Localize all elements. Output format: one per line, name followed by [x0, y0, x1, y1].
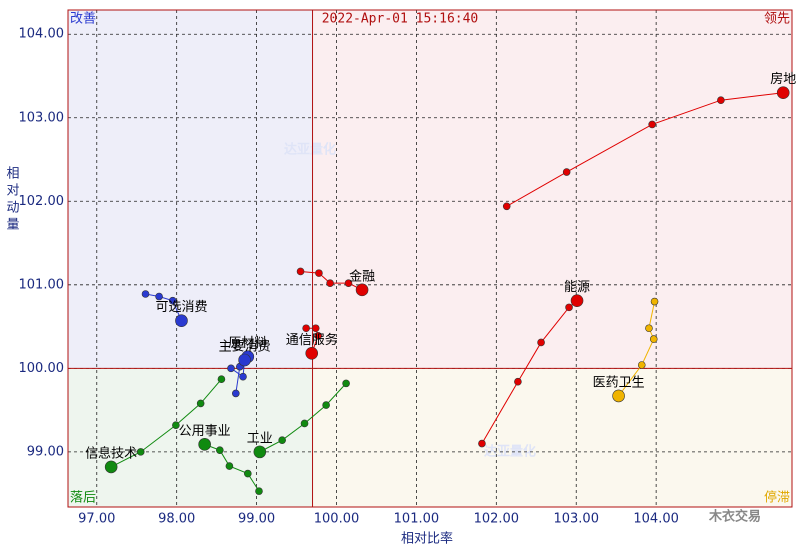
point: [570, 294, 584, 307]
point: [537, 338, 545, 347]
point: [648, 120, 656, 129]
y-axis-label: 相对动量: [4, 166, 20, 234]
point: [168, 296, 177, 305]
quadrant-leading: [312, 10, 792, 369]
point: [326, 279, 334, 287]
trail: [145, 293, 182, 321]
point: [172, 421, 180, 429]
y-tick-label: 100.00: [19, 361, 65, 376]
x-tick-label: 99.00: [238, 512, 275, 527]
point: [717, 96, 725, 105]
x-tick-label: 97.00: [78, 512, 115, 527]
timestamp: 2022-Apr-01 15:16:40: [322, 12, 479, 27]
point: [255, 487, 263, 495]
series-label: 可选消费: [155, 300, 207, 315]
quadrant-improving: [68, 10, 313, 369]
watermark: 达亚量化: [284, 142, 336, 158]
point: [216, 446, 224, 455]
quadrant-label: 领先: [764, 12, 790, 27]
point: [300, 419, 309, 428]
series-label: 信息技术: [85, 445, 137, 461]
point: [238, 353, 251, 367]
y-tick-label: 104.00: [19, 27, 65, 42]
series-label: 金融: [349, 268, 375, 284]
point: [322, 401, 330, 409]
point: [565, 303, 573, 312]
point: [314, 331, 322, 340]
point: [776, 86, 790, 99]
series-label: 通信服务: [286, 332, 338, 348]
point: [355, 283, 369, 297]
series-label: 主要消费: [219, 339, 271, 354]
point: [232, 389, 240, 398]
series-label: 能源: [564, 280, 590, 295]
quadrant-label: 改善: [70, 11, 96, 27]
point: [198, 438, 211, 451]
x-tick-label: 98.00: [158, 512, 195, 527]
quadrant-label: 落后: [70, 491, 96, 506]
point: [296, 267, 305, 276]
point: [225, 462, 234, 470]
x-tick-label: 102.00: [474, 512, 520, 527]
point: [175, 314, 188, 328]
point: [342, 379, 350, 388]
x-tick-label: 100.00: [314, 512, 360, 527]
point: [478, 439, 486, 448]
series-label: 房地: [770, 71, 796, 87]
point: [514, 377, 522, 386]
point: [649, 335, 658, 343]
point: [141, 290, 150, 298]
point: [217, 375, 226, 384]
point: [344, 279, 353, 287]
quadrant-weakening: [312, 368, 792, 507]
y-tick-label: 103.00: [19, 110, 65, 125]
point: [612, 389, 625, 403]
point: [650, 297, 659, 306]
series-label: 公用事业: [179, 424, 231, 439]
series-label: 医药卫生: [593, 375, 645, 390]
point: [155, 292, 163, 301]
x-tick-label: 103.00: [553, 512, 599, 527]
point: [278, 436, 286, 444]
point: [239, 372, 247, 381]
point: [104, 460, 118, 474]
plot-frame: [67, 9, 793, 508]
point: [253, 445, 267, 459]
point: [645, 324, 653, 333]
series-label: 原材料: [228, 336, 267, 351]
trail: [306, 327, 319, 354]
quadrant-label: 停滞: [764, 490, 790, 506]
series-label: 工业: [247, 431, 273, 446]
x-axis-label: 相对比率: [401, 531, 453, 547]
x-tick-label: 104.00: [633, 512, 679, 527]
point: [315, 269, 323, 277]
quadrant-lagging: [68, 368, 313, 507]
y-tick-label: 99.00: [27, 444, 64, 459]
point: [502, 202, 511, 211]
point: [305, 347, 319, 360]
watermark: 达亚量化: [484, 444, 536, 460]
point: [227, 364, 235, 373]
point: [311, 324, 320, 333]
y-tick-label: 102.00: [19, 194, 65, 209]
point: [244, 469, 252, 478]
point: [302, 324, 310, 333]
point: [562, 168, 571, 176]
x-tick-label: 101.00: [394, 512, 440, 527]
watermark: 木衣交易: [708, 509, 761, 525]
point: [196, 399, 205, 408]
point: [637, 361, 646, 369]
y-tick-label: 101.00: [19, 277, 65, 292]
point: [136, 448, 145, 456]
